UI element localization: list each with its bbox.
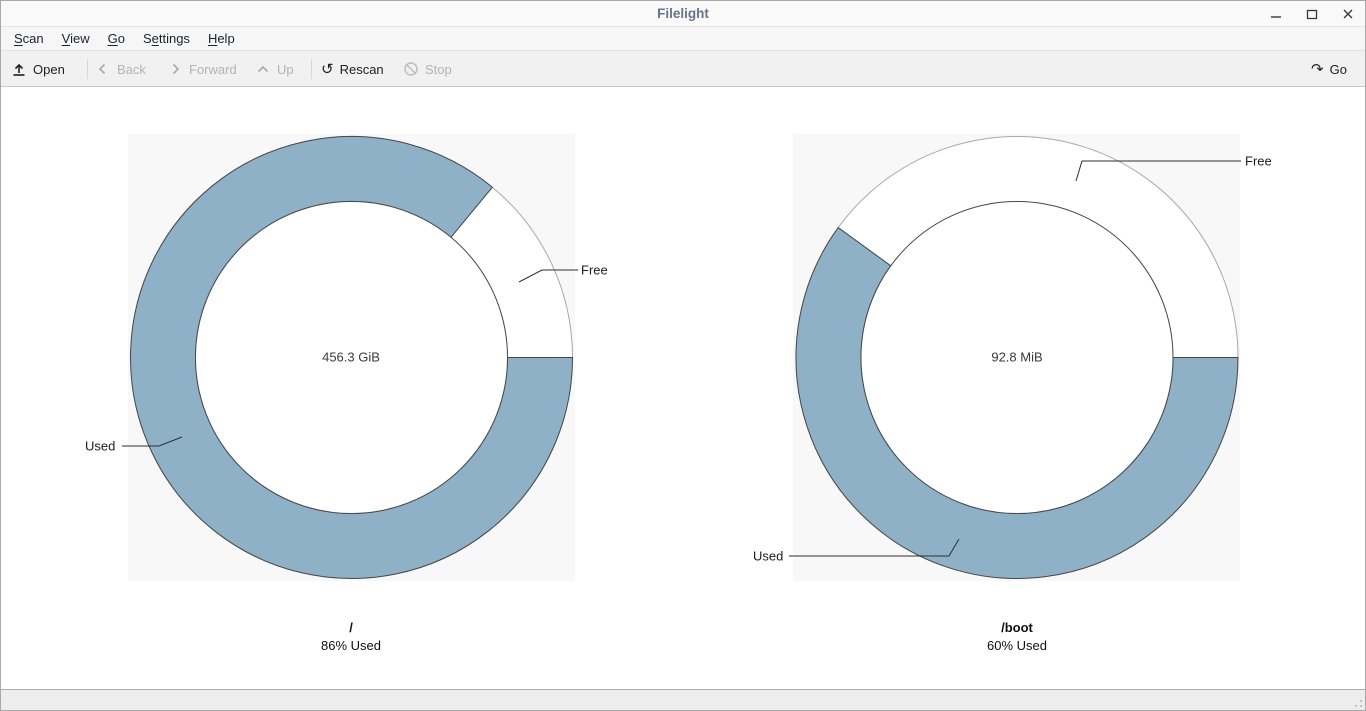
go-jump-icon: ↷: [1311, 60, 1324, 78]
boot-chart-free-label: Free: [1245, 153, 1272, 169]
toolbar: Open Back Forward Up ↺ Rescan: [1, 51, 1365, 132]
toolbar-separator: [311, 59, 312, 79]
close-button[interactable]: [1337, 3, 1359, 25]
menu-help[interactable]: Help: [207, 30, 235, 46]
boot-chart-title: /boot: [1001, 620, 1033, 635]
minimize-icon: [1268, 6, 1284, 22]
up-icon: [255, 61, 271, 77]
boot-chart-center-size: 92.8 MiB: [991, 349, 1043, 365]
menubar: Scan View Go Settings Help: [1, 27, 1365, 51]
window-title: Filelight: [657, 6, 709, 21]
boot-chart-subtitle: 60% Used: [987, 638, 1047, 653]
resize-grip[interactable]: [1351, 697, 1363, 709]
titlebar[interactable]: Filelight: [1, 1, 1365, 27]
root-chart-caption: / 86% Used: [231, 619, 471, 655]
stop-icon: [403, 61, 419, 77]
statusbar: [1, 689, 1365, 710]
menu-settings[interactable]: Settings: [142, 30, 190, 46]
free-callout-line: [518, 269, 578, 283]
maximize-icon: [1304, 6, 1320, 22]
used-callout-line: [122, 436, 183, 447]
used-callout-line: [789, 538, 960, 557]
chart-center-area: [860, 201, 1174, 514]
toolbar-separator: [87, 59, 88, 79]
menu-scan[interactable]: Scan: [14, 30, 44, 46]
root-chart-subtitle: 86% Used: [321, 638, 381, 653]
content-area: 456.3 GiB Used Free / 86% Used 92.8 MiB …: [1, 87, 1365, 689]
menu-go[interactable]: Go: [107, 30, 125, 46]
minimize-button[interactable]: [1265, 3, 1287, 25]
rescan-icon: ↺: [321, 60, 334, 78]
rescan-button[interactable]: ↺ Rescan: [321, 56, 384, 82]
open-button[interactable]: Open: [11, 56, 65, 82]
back-icon: [95, 61, 111, 77]
up-button[interactable]: Up: [255, 56, 294, 82]
boot-chart-used-label: Used: [753, 548, 784, 564]
maximize-button[interactable]: [1301, 3, 1323, 25]
window-controls: [1265, 1, 1359, 27]
boot-chart-caption: /boot 60% Used: [897, 619, 1137, 655]
root-chart-center-size: 456.3 GiB: [322, 349, 380, 365]
root-chart-free-label: Free: [581, 262, 608, 278]
stop-button[interactable]: Stop: [403, 56, 452, 82]
charts-canvas: [122, 134, 1241, 581]
chart-center-area: [195, 201, 508, 514]
go-button[interactable]: ↷ Go: [1311, 56, 1347, 82]
free-callout-line: [1075, 160, 1241, 182]
menu-view[interactable]: View: [61, 30, 90, 46]
open-icon: [11, 61, 27, 77]
close-icon: [1340, 6, 1356, 22]
forward-icon: [167, 61, 183, 77]
forward-button[interactable]: Forward: [167, 56, 237, 82]
root-chart-title: /: [349, 620, 353, 635]
root-chart-used-label: Used: [85, 438, 116, 454]
back-button[interactable]: Back: [95, 56, 146, 82]
